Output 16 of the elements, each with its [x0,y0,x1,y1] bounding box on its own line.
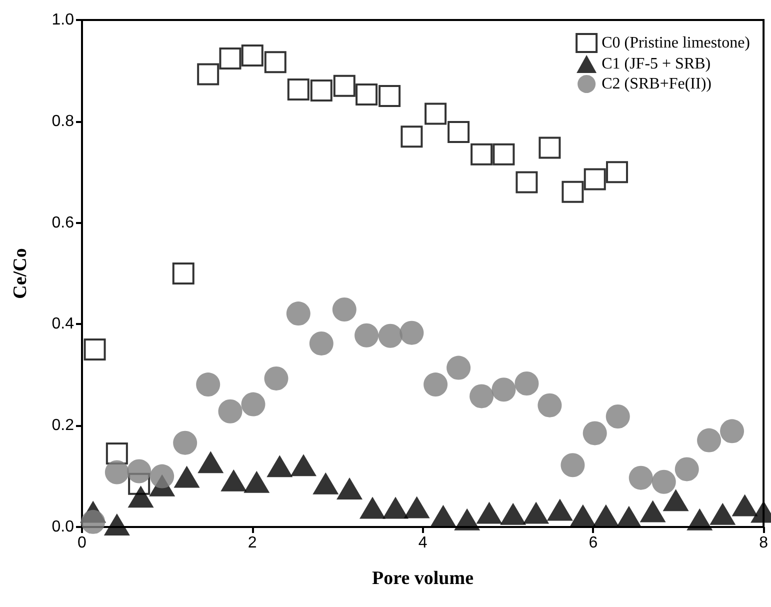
y-tick-label: 0.0 [52,518,74,536]
y-axis-title: Ce/Co [10,248,31,299]
x-tick-label: 4 [418,534,428,552]
legend-label: C1 (JF-5 + SRB) [602,56,711,72]
y-tick-label: 1.0 [52,12,74,28]
x-tick-label: 0 [78,534,87,552]
y-tick-label: 0.2 [52,417,74,434]
legend-label: C0 (Pristine limestone) [602,34,750,52]
x-tick-label: 2 [248,534,257,552]
x-axis-title: Pore volume [372,568,474,589]
y-tick-label: 0.4 [52,316,74,333]
legend-label: C2 (SRB+Fe(II)) [602,76,712,92]
y-tick-label: 0.6 [52,214,74,232]
x-tick-label: 8 [759,534,768,552]
y-tick-label: 0.8 [52,112,74,130]
x-tick-label: 6 [588,534,598,552]
